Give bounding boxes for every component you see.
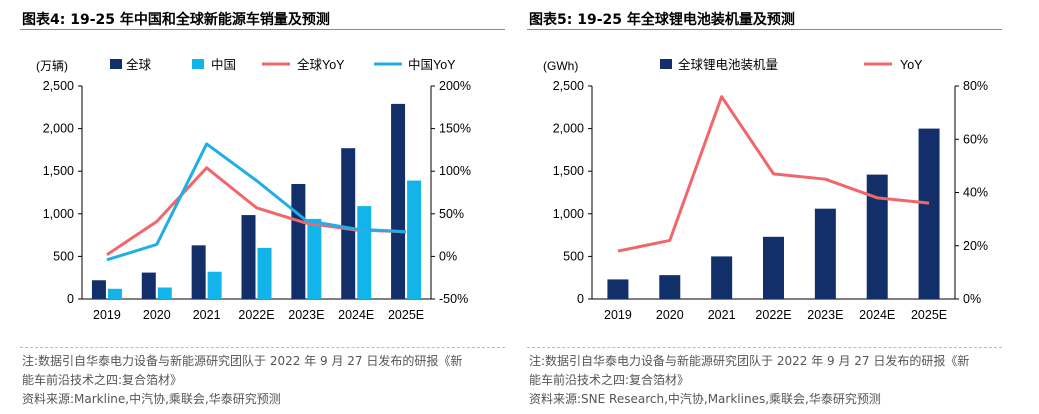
x-tick-label: 2019 [604, 308, 632, 322]
bar-china [107, 288, 122, 299]
y-tick-label-right: 40% [963, 186, 988, 200]
bar-china [157, 287, 172, 299]
bar-global [391, 103, 406, 299]
y-unit-label: (GWh) [543, 59, 578, 73]
x-tick-label: 2024E [338, 308, 374, 322]
bar-battery-installations [763, 236, 784, 299]
x-tick-label: 2019 [93, 308, 121, 322]
chart-title-bar: 图表4: 19-25 年中国和全球新能源车销量及预测 [20, 6, 505, 30]
bar-global [141, 272, 156, 299]
bar-global [341, 148, 356, 299]
chart-nev-sales: (万辆) 0 500 1,000 1,500 2,000 2,500 -50% 0% 50% 100… [36, 57, 471, 322]
y-tick-label-right: 100% [439, 164, 471, 178]
legend-label: 全球锂电池装机量 [678, 57, 778, 72]
y-tick-label-left: 2,000 [43, 122, 74, 136]
bar-battery-installations [659, 275, 681, 299]
y-tick-label-left: 0 [67, 292, 74, 306]
y-tick-label-right: 0% [439, 249, 457, 263]
note-line-1: 注:数据引自华泰电力设备与新能源研究团队于 2022 年 9 月 27 日发布的… [529, 354, 970, 368]
legend-swatch [192, 59, 204, 69]
y-tick-label-left: 2,500 [43, 79, 74, 93]
line-china-yoy [106, 142, 407, 262]
y-tick-label-left: 500 [563, 249, 584, 263]
y-tick-label-left: 0 [577, 292, 584, 306]
note-divider [20, 347, 505, 348]
bar-battery-installations [918, 128, 940, 299]
x-tick-label: 2020 [143, 308, 171, 322]
y-tick-label-right: 150% [439, 122, 471, 136]
bar-china [407, 180, 422, 299]
y-tick-label-left: 1,500 [553, 164, 584, 178]
x-tick-label: 2024E [859, 308, 895, 322]
source-line: 资料来源:SNE Research,中汽协,Marklines,乘联会,华泰研究… [529, 392, 881, 406]
y-tick-label-left: 1,000 [553, 207, 584, 221]
chart-battery-installations: (GWh) 0 500 1,000 1,500 2,000 2,500 0% 20% 40% 60%… [543, 57, 988, 322]
y-tick-label-right: 60% [963, 132, 988, 146]
chart-note: 注:数据引自华泰电力设备与新能源研究团队于 2022 年 9 月 27 日发布的… [22, 352, 510, 409]
y-tick-label-right: 50% [439, 207, 464, 221]
y-tick-label-right: 0% [963, 292, 981, 306]
bar-china [207, 271, 222, 299]
x-tick-label: 2020 [656, 308, 684, 322]
x-tick-label: 2025E [388, 308, 424, 322]
bar-battery-installations [866, 174, 888, 299]
bar-china [307, 218, 322, 299]
y-tick-label-right: 80% [963, 79, 988, 93]
note-line-2: 能车前沿技术之四:复合箔材》 [529, 373, 690, 387]
chart-title-bar: 图表5: 19-25 年全球锂电池装机量及预测 [527, 6, 1002, 30]
legend-label: 全球 [126, 57, 152, 72]
y-tick-label-left: 1,500 [43, 164, 74, 178]
legend-label: 中国YoY [408, 57, 456, 72]
y-tick-label-right: 20% [963, 239, 988, 253]
legend-label: 全球YoY [297, 57, 345, 72]
y-tick-label-right: -50% [439, 292, 468, 306]
x-tick-label: 2025E [911, 308, 947, 322]
x-tick-label: 2022E [238, 308, 274, 322]
legend-swatch [110, 59, 122, 69]
bar-global [91, 280, 106, 299]
x-tick-label: 2023E [807, 308, 843, 322]
bar-battery-installations [711, 256, 733, 299]
note-line-1: 注:数据引自华泰电力设备与新能源研究团队于 2022 年 9 月 27 日发布的… [22, 354, 463, 368]
y-tick-label-left: 2,000 [553, 122, 584, 136]
legend-label: YoY [900, 58, 923, 72]
y-unit-label: (万辆) [36, 59, 68, 73]
x-tick-label: 2021 [193, 308, 221, 322]
source-line: 资料来源:Markline,中汽协,乘联会,华泰研究预测 [22, 392, 281, 406]
chart-note: 注:数据引自华泰电力设备与新能源研究团队于 2022 年 9 月 27 日发布的… [529, 352, 1017, 409]
legend-swatch [660, 59, 672, 69]
chart-title: 图表4: 19-25 年中国和全球新能源车销量及预测 [22, 12, 330, 28]
panel-global-china-nev-sales: 图表4: 19-25 年中国和全球新能源车销量及预测 (万辆) 0 500 1,000… [0, 0, 515, 414]
note-divider [527, 347, 1002, 348]
x-tick-label: 2021 [708, 308, 736, 322]
y-tick-label-left: 2,500 [553, 79, 584, 93]
y-tick-label-left: 500 [53, 249, 74, 263]
chart-title: 图表5: 19-25 年全球锂电池装机量及预测 [529, 12, 795, 28]
x-tick-label: 2023E [288, 308, 324, 322]
panel-global-battery-installations: 图表5: 19-25 年全球锂电池装机量及预测 (GWh) 0 500 1,000 1,… [527, 0, 1039, 414]
bar-global [191, 245, 206, 299]
bar-global [291, 183, 306, 299]
bar-china [357, 206, 372, 299]
y-tick-label-right: 200% [439, 79, 471, 93]
x-tick-label: 2022E [755, 308, 791, 322]
note-line-2: 能车前沿技术之四:复合箔材》 [22, 373, 183, 387]
bar-battery-installations [814, 208, 836, 299]
line-yoy [617, 95, 930, 253]
bar-china [257, 247, 272, 299]
bar-global [241, 215, 256, 299]
bar-battery-installations [607, 279, 629, 299]
y-tick-label-left: 1,000 [43, 207, 74, 221]
legend-label: 中国 [211, 57, 236, 72]
